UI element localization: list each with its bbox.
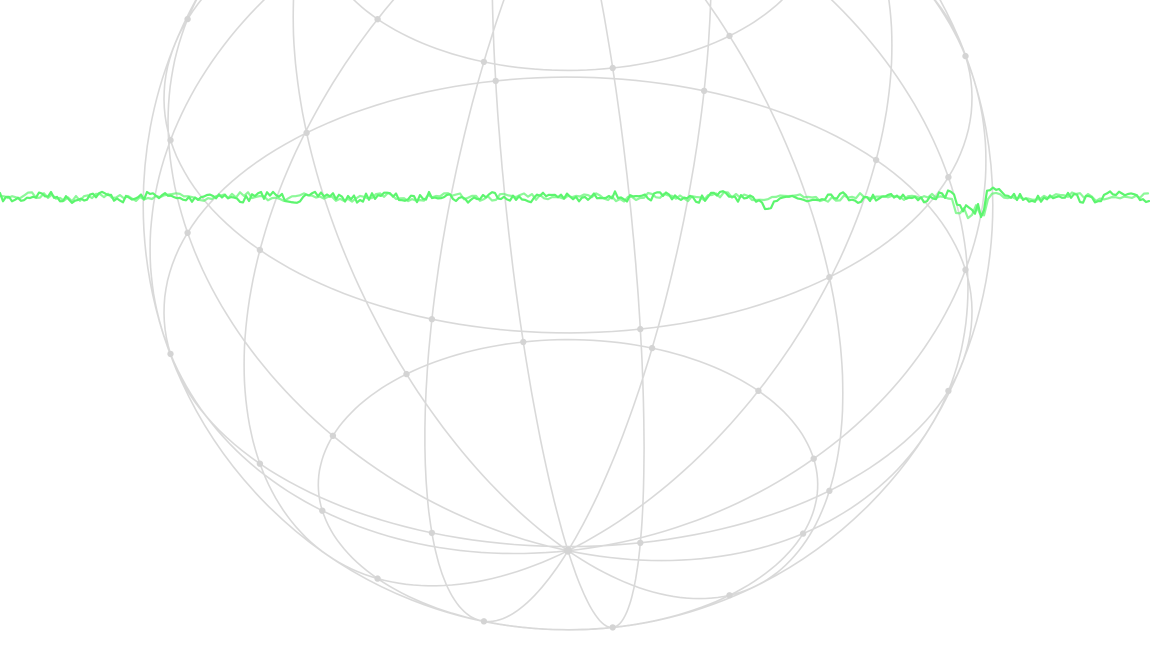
- globe-node: [374, 575, 381, 582]
- globe-node: [726, 592, 733, 599]
- globe-node: [799, 530, 807, 537]
- globe-node: [480, 58, 488, 66]
- globe-node: [520, 338, 527, 346]
- globe-node: [637, 325, 644, 333]
- globe-node: [256, 246, 264, 254]
- globe-meridian: [149, 0, 569, 555]
- globe-node: [403, 370, 410, 378]
- globe-meridian: [167, 0, 569, 552]
- globe-node: [700, 87, 708, 95]
- globe-node: [319, 507, 326, 514]
- globe-node: [428, 316, 436, 323]
- globe-node: [962, 266, 969, 273]
- globe-node: [726, 32, 733, 40]
- globe-node: [480, 618, 488, 625]
- globe-meridian: [567, 0, 987, 552]
- globe-node: [872, 156, 880, 164]
- waveform-noise-overlay: [0, 191, 1150, 220]
- globe-node: [637, 539, 644, 546]
- globe-meridian: [567, 0, 844, 600]
- globe-node: [303, 129, 310, 136]
- globe-node: [609, 64, 616, 72]
- globe-pole-node: [564, 546, 572, 555]
- globe-node: [492, 77, 499, 85]
- globe-node: [167, 350, 174, 358]
- globe-node: [609, 624, 616, 631]
- globe-node: [826, 487, 833, 494]
- globe-node: [428, 529, 436, 537]
- globe-node: [945, 174, 952, 181]
- globe-meridian: [567, 0, 645, 629]
- globe-node: [962, 52, 969, 60]
- globe-node: [167, 137, 174, 144]
- wireframe-globe: [142, 0, 994, 631]
- globe-node: [826, 274, 833, 281]
- globe-meridian: [292, 0, 569, 552]
- globe-node: [648, 344, 656, 352]
- globe-node: [256, 460, 264, 467]
- globe-node: [945, 387, 952, 395]
- waveform-line: [0, 186, 1150, 219]
- globe-meridian: [491, 0, 569, 552]
- globe-meridian: [424, 0, 569, 623]
- globe-node: [810, 455, 817, 462]
- globe-meridian: [567, 0, 712, 552]
- globe-meridian: [567, 0, 969, 562]
- globe-node: [755, 387, 762, 394]
- globe-meridian: [243, 0, 569, 587]
- signal-waveform: [0, 186, 1150, 220]
- globe-meridian: [567, 0, 893, 552]
- globe-node: [374, 16, 381, 23]
- globe-node: [184, 229, 191, 236]
- globe-node: [329, 432, 337, 439]
- globe-node: [184, 15, 191, 23]
